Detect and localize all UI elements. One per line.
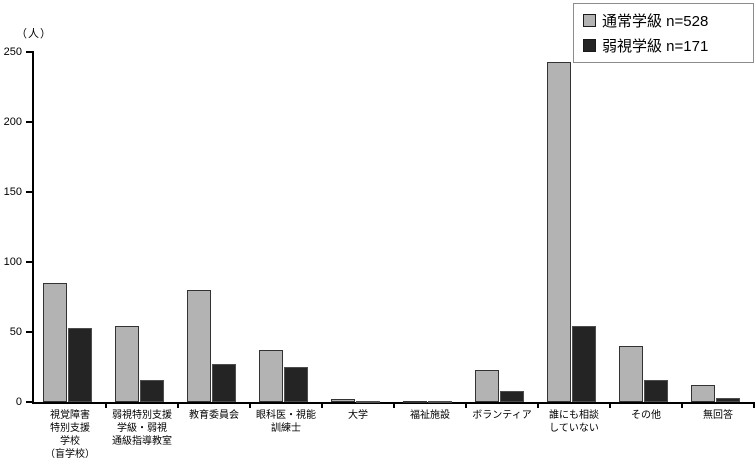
bar-s0-c8 — [619, 346, 643, 402]
y-axis-tick-label: 0 — [15, 396, 22, 408]
bar-s1-c6 — [500, 391, 524, 402]
x-axis-tick — [681, 404, 683, 408]
bar-s0-c0 — [43, 283, 67, 402]
x-category-label: 眼科医・視能 訓練士 — [256, 410, 316, 434]
x-category-label: ボランティア — [472, 410, 532, 421]
bar-s1-c8 — [644, 380, 668, 402]
y-axis-tick-label: 100 — [3, 256, 22, 268]
y-axis-tick — [26, 51, 32, 53]
bar-s0-c3 — [259, 350, 283, 402]
x-axis-tick — [177, 404, 179, 408]
x-category-label: 福祉施設 — [410, 410, 450, 421]
legend: 通常学級 n=528 弱視学級 n=171 — [573, 3, 754, 63]
bar-s1-c0 — [68, 328, 92, 402]
bar-s0-c7 — [547, 62, 571, 402]
y-axis-unit-label: （人） — [16, 28, 52, 40]
y-axis-tick — [26, 331, 32, 333]
legend-swatch-icon — [583, 38, 596, 52]
x-category-label: 誰にも相談 していない — [549, 410, 599, 434]
y-axis-tick — [26, 191, 32, 193]
x-axis-tick — [537, 404, 539, 408]
bar-s0-c9 — [691, 385, 715, 402]
x-category-label: 視覚障害 特別支援 学校 （盲学校） — [45, 410, 95, 460]
x-category-label: その他 — [631, 410, 661, 421]
y-axis-tick-label: 200 — [3, 116, 22, 128]
bar-s1-c4 — [356, 401, 380, 403]
x-axis-line — [32, 402, 755, 404]
x-axis-tick — [465, 404, 467, 408]
y-axis-tick-label: 150 — [3, 186, 22, 198]
bar-s0-c4 — [331, 399, 355, 402]
bar-s1-c1 — [140, 380, 164, 402]
bar-s0-c5 — [403, 401, 427, 403]
x-axis-tick — [609, 404, 611, 408]
bar-s1-c3 — [284, 367, 308, 402]
x-axis-tick — [105, 404, 107, 408]
x-axis-tick — [393, 404, 395, 408]
legend-item-s1: 弱視学級 n=171 — [583, 34, 744, 56]
y-axis-line — [32, 51, 34, 404]
bar-s0-c6 — [475, 370, 499, 402]
legend-item-s0: 通常学級 n=528 — [583, 9, 744, 31]
x-axis-tick — [753, 404, 755, 408]
bar-s1-c9 — [716, 398, 740, 402]
bar-s0-c2 — [187, 290, 211, 402]
y-axis-tick — [26, 261, 32, 263]
y-axis-tick-label: 50 — [9, 326, 22, 338]
bar-s1-c2 — [212, 364, 236, 402]
legend-swatch-icon — [583, 13, 596, 27]
y-axis-tick — [26, 121, 32, 123]
x-category-label: 教育委員会 — [189, 410, 239, 421]
x-category-label: 弱視特別支援 学級・弱視 通級指導教室 — [112, 410, 172, 447]
y-axis-tick — [26, 401, 32, 403]
legend-label: 弱視学級 n=171 — [602, 37, 709, 55]
legend-label: 通常学級 n=528 — [602, 12, 709, 30]
bar-s0-c1 — [115, 326, 139, 402]
x-axis-tick — [321, 404, 323, 408]
x-axis-tick — [249, 404, 251, 408]
x-category-label: 無回答 — [703, 410, 733, 421]
y-axis-tick-label: 250 — [3, 46, 22, 58]
x-category-label: 大学 — [348, 410, 368, 421]
bar-s1-c5 — [428, 401, 452, 403]
bar-s1-c7 — [572, 326, 596, 402]
